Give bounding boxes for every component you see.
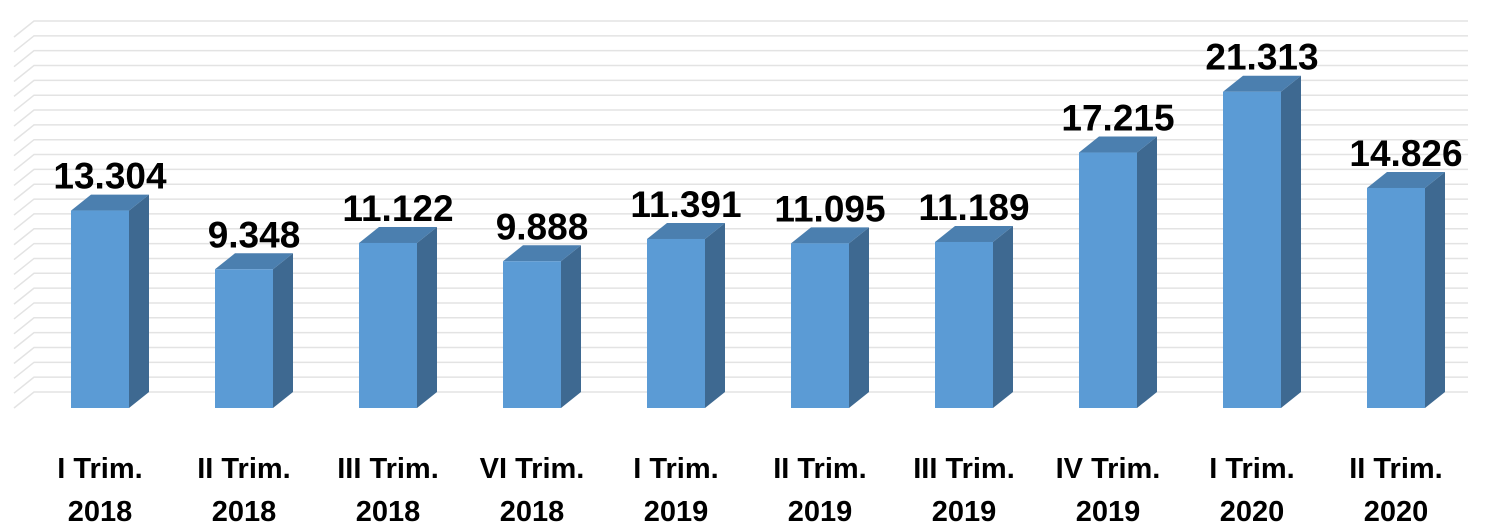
value-label: 9.348 bbox=[208, 214, 301, 255]
bar-top bbox=[647, 222, 725, 239]
bar-side bbox=[1137, 136, 1157, 408]
bar bbox=[359, 226, 437, 408]
x-tick-label: VI Trim. 2018 bbox=[480, 453, 585, 527]
x-tick-label: II Trim. 2020 bbox=[1349, 453, 1442, 527]
label-line: VI Trim. bbox=[480, 453, 585, 485]
grid-line bbox=[13, 183, 1468, 201]
bar bbox=[71, 194, 149, 408]
label-line: 2020 bbox=[1220, 496, 1285, 527]
value-label: 9.888 bbox=[496, 206, 589, 247]
bar-top bbox=[1223, 75, 1301, 92]
bar-side bbox=[993, 225, 1013, 408]
bar-top bbox=[1079, 136, 1157, 153]
grid-line bbox=[13, 213, 1468, 231]
bar-front bbox=[215, 269, 273, 408]
bar-side bbox=[1281, 75, 1301, 408]
bar-side bbox=[417, 226, 437, 408]
bar bbox=[1367, 171, 1445, 408]
bar-top bbox=[935, 225, 1013, 242]
grid-line bbox=[13, 109, 1468, 127]
bar bbox=[935, 225, 1013, 408]
bar bbox=[647, 222, 725, 408]
grid-line bbox=[13, 20, 1468, 38]
bar-front bbox=[1367, 187, 1425, 408]
bar-side bbox=[129, 194, 149, 408]
label-line: II Trim. bbox=[1349, 453, 1442, 485]
bar bbox=[215, 253, 293, 408]
label-line: II Trim. bbox=[773, 453, 866, 485]
x-tick-label: I Trim. 2019 bbox=[633, 453, 718, 527]
label-line: IV Trim. bbox=[1056, 453, 1161, 485]
grid-line bbox=[13, 49, 1468, 68]
grid-line bbox=[13, 168, 1468, 186]
label-line: 2019 bbox=[644, 496, 709, 527]
bar-top bbox=[503, 245, 581, 262]
value-label: 11.391 bbox=[630, 184, 741, 225]
value-label: 14.826 bbox=[1349, 133, 1462, 174]
label-line: 2019 bbox=[788, 496, 853, 527]
bar-top bbox=[359, 226, 437, 243]
label-line: 2019 bbox=[1076, 496, 1141, 527]
bar bbox=[503, 245, 581, 408]
label-line: 2018 bbox=[500, 496, 565, 527]
bar-top bbox=[791, 227, 869, 244]
grid-line bbox=[13, 138, 1468, 157]
label-line: 2018 bbox=[68, 496, 133, 527]
bar-front bbox=[359, 242, 417, 408]
bar-front bbox=[1079, 152, 1137, 408]
value-label: 21.313 bbox=[1205, 37, 1318, 78]
bar-top bbox=[215, 253, 293, 270]
x-tick-label: II Trim. 2018 bbox=[197, 453, 290, 527]
bar-side bbox=[561, 245, 581, 408]
label-line: II Trim. bbox=[197, 453, 290, 485]
grid-line bbox=[13, 198, 1468, 216]
x-tick-label: I Trim. 2018 bbox=[57, 453, 142, 527]
label-line: 2018 bbox=[356, 496, 421, 527]
bar bbox=[791, 227, 869, 408]
grid-line bbox=[13, 94, 1468, 112]
x-tick-label: I Trim. 2020 bbox=[1209, 453, 1294, 527]
bar-top bbox=[1367, 171, 1445, 188]
bar-side bbox=[849, 227, 869, 408]
bar-side bbox=[273, 253, 293, 408]
label-line: I Trim. bbox=[633, 453, 718, 485]
label-line: I Trim. bbox=[1209, 453, 1294, 485]
value-label: 11.189 bbox=[918, 187, 1029, 228]
label-line: 2020 bbox=[1364, 496, 1429, 527]
x-tick-label: IV Trim. 2019 bbox=[1056, 453, 1161, 527]
bar-front bbox=[1223, 91, 1281, 408]
label-line: 2019 bbox=[932, 496, 997, 527]
label-line: III Trim. bbox=[337, 453, 439, 485]
bar-top bbox=[71, 194, 149, 211]
value-label: 11.095 bbox=[774, 188, 885, 229]
x-tick-label: II Trim. 2019 bbox=[773, 453, 866, 527]
label-line: 2018 bbox=[212, 496, 277, 527]
grid-line bbox=[13, 79, 1468, 97]
bar-front bbox=[935, 241, 993, 408]
bar-side bbox=[705, 222, 725, 408]
bar-front bbox=[647, 238, 705, 408]
grid-line bbox=[13, 153, 1468, 172]
bar-side bbox=[1425, 171, 1445, 408]
bar-front bbox=[791, 243, 849, 408]
value-label: 17.215 bbox=[1061, 98, 1174, 139]
bar bbox=[1223, 75, 1301, 408]
value-label: 11.122 bbox=[342, 188, 453, 229]
grid-line bbox=[13, 124, 1468, 142]
bar-front bbox=[71, 210, 129, 408]
grid-line bbox=[13, 64, 1468, 83]
bar-front bbox=[503, 261, 561, 408]
label-line: III Trim. bbox=[913, 453, 1015, 485]
x-tick-label: III Trim. 2018 bbox=[337, 453, 439, 527]
label-line: I Trim. bbox=[57, 453, 142, 485]
x-tick-label: III Trim. 2019 bbox=[913, 453, 1015, 527]
bar bbox=[1079, 136, 1157, 408]
value-label: 13.304 bbox=[53, 156, 167, 197]
grid-line bbox=[13, 35, 1468, 53]
